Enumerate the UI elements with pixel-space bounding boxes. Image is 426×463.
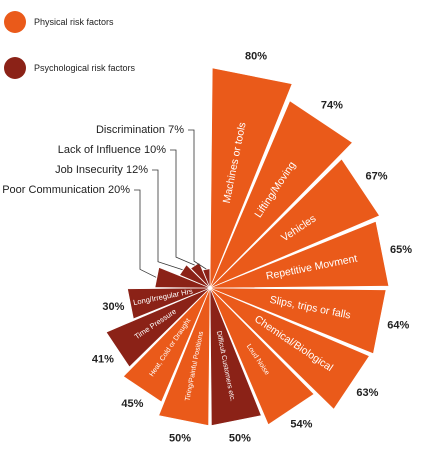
bar-1 (209, 67, 293, 289)
bar-12 (127, 287, 211, 320)
bar-16 (202, 268, 211, 289)
value-label-6: 63% (356, 387, 378, 399)
value-label-9: 50% (169, 432, 191, 444)
value-label-3: 67% (365, 171, 387, 183)
bar-2 (209, 100, 353, 289)
bar-9 (158, 287, 211, 426)
bar-8 (209, 287, 262, 426)
bar-7 (209, 287, 315, 426)
value-label-14: Job Insecurity 12% (55, 164, 148, 176)
value-label-13: Poor Communication 20% (2, 184, 130, 196)
legend: Physical risk factors Psychological risk … (4, 11, 136, 79)
bar-5 (209, 287, 387, 355)
bar-4 (209, 220, 390, 289)
value-label-8: 50% (229, 432, 251, 444)
value-label-7: 54% (290, 419, 312, 431)
leader-line-16 (188, 129, 207, 270)
legend-marker-2 (4, 57, 26, 79)
value-label-5: 64% (387, 319, 409, 331)
value-label-11: 41% (92, 353, 114, 365)
value-label-2: 74% (321, 99, 343, 111)
value-label-10: 45% (121, 398, 143, 410)
bar-14 (179, 264, 211, 289)
leader-line-13 (134, 189, 157, 278)
leader-line-14 (152, 169, 183, 271)
legend-label-2: Psychological risk factors (34, 63, 136, 73)
value-label-4: 65% (390, 244, 412, 256)
legend-label-1: Physical risk factors (34, 17, 114, 27)
value-label-12: 30% (102, 301, 124, 313)
value-labels-group: 80% 74% 67% 65% 64% 63% 54% 50% 50% 45% 41% 30% Poor… (2, 50, 412, 444)
bar-3 (209, 158, 380, 289)
legend-marker-1 (4, 11, 26, 33)
bars-group (105, 67, 390, 426)
bar-11 (105, 287, 211, 368)
bar-13 (154, 267, 211, 289)
value-label-1: 80% (245, 50, 267, 62)
value-label-16: Discrimination 7% (96, 124, 184, 136)
value-label-15: Lack of Influence 10% (58, 144, 166, 156)
bar-10 (122, 287, 211, 403)
bar-6 (209, 287, 370, 410)
leader-line-15 (170, 149, 195, 266)
